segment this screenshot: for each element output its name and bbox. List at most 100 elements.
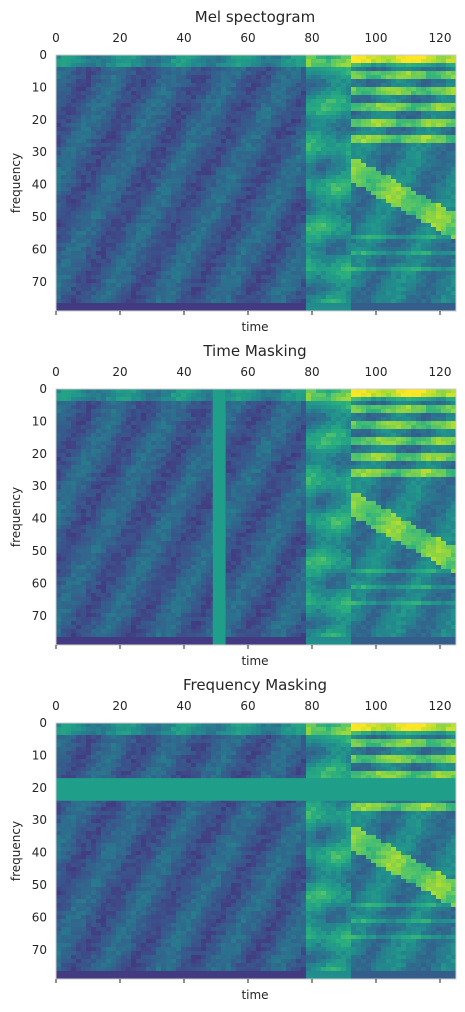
heatmap-cell: [406, 283, 412, 288]
heatmap-cell: [246, 119, 252, 124]
heatmap-cell: [111, 291, 117, 296]
heatmap-cell: [396, 83, 402, 88]
heatmap-cell: [136, 195, 142, 200]
heatmap-cell: [336, 283, 342, 288]
heatmap-cell: [186, 239, 192, 244]
heatmap-cell: [211, 171, 217, 176]
heatmap-cell: [76, 155, 82, 160]
heatmap-cell: [406, 83, 412, 88]
heatmap-cell: [61, 59, 67, 64]
heatmap-cell: [366, 99, 372, 104]
heatmap-cell: [111, 267, 117, 272]
heatmap-cell: [206, 231, 212, 236]
heatmap-cell: [96, 71, 102, 76]
heatmap-cell: [216, 99, 222, 104]
heatmap-cell: [286, 287, 292, 292]
heatmap-cell: [216, 259, 222, 264]
heatmap-cell: [331, 227, 337, 232]
heatmap-cell: [386, 163, 392, 168]
heatmap-cell: [136, 63, 142, 68]
heatmap-cell: [441, 247, 447, 252]
heatmap-cell: [296, 155, 302, 160]
heatmap-cell: [431, 243, 437, 248]
heatmap-cell: [56, 59, 62, 64]
heatmap-cell: [311, 259, 317, 264]
heatmap-cell: [221, 251, 227, 256]
heatmap-cell: [451, 83, 457, 88]
heatmap-cell: [441, 227, 447, 232]
heatmap-cell: [406, 247, 412, 252]
heatmap-cell: [331, 147, 337, 152]
heatmap-cell: [411, 183, 417, 188]
heatmap-cell: [146, 235, 152, 240]
heatmap-cell: [186, 215, 192, 220]
heatmap-cell: [146, 151, 152, 156]
heatmap-cell: [171, 279, 177, 284]
heatmap-cell: [321, 135, 327, 140]
heatmap-cell: [71, 163, 77, 168]
heatmap-cell: [356, 55, 362, 60]
heatmap-cell: [141, 91, 147, 96]
heatmap-cell: [366, 115, 372, 120]
heatmap-cell: [116, 107, 122, 112]
heatmap-cell: [396, 287, 402, 292]
heatmap-cell: [346, 223, 352, 228]
heatmap-cell: [351, 211, 357, 216]
heatmap-cell: [231, 255, 237, 260]
heatmap-cell: [361, 175, 367, 180]
heatmap-cell: [296, 203, 302, 208]
heatmap-cell: [56, 155, 62, 160]
heatmap-cell: [141, 219, 147, 224]
heatmap-cell: [226, 127, 232, 132]
heatmap-cell: [131, 131, 137, 136]
heatmap-cell: [166, 71, 172, 76]
heatmap-cell: [281, 291, 287, 296]
heatmap-cell: [56, 151, 62, 156]
heatmap-cell: [301, 71, 307, 76]
heatmap-cell: [61, 279, 67, 284]
heatmap-cell: [451, 87, 457, 92]
heatmap-cell: [361, 91, 367, 96]
heatmap-cell: [336, 95, 342, 100]
heatmap-cell: [176, 99, 182, 104]
heatmap-cell: [201, 235, 207, 240]
heatmap-cell: [106, 111, 112, 116]
heatmap-cell: [321, 207, 327, 212]
heatmap-cell: [426, 91, 432, 96]
heatmap-cell: [261, 79, 267, 84]
heatmap-cell: [191, 119, 197, 124]
heatmap-cell: [401, 211, 407, 216]
heatmap-cell: [241, 171, 247, 176]
heatmap-cell: [291, 83, 297, 88]
heatmap-cell: [236, 207, 242, 212]
heatmap-cell: [146, 131, 152, 136]
heatmap-cell: [271, 271, 277, 276]
heatmap-cell: [216, 103, 222, 108]
heatmap-cell: [161, 155, 167, 160]
heatmap-cell: [191, 215, 197, 220]
heatmap-cell: [131, 91, 137, 96]
heatmap-cell: [441, 135, 447, 140]
heatmap-cell: [246, 187, 252, 192]
heatmap-cell: [441, 191, 447, 196]
heatmap-cell: [66, 215, 72, 220]
heatmap-cell: [196, 103, 202, 108]
heatmap-cell: [256, 163, 262, 168]
heatmap-cell: [76, 243, 82, 248]
heatmap-cell: [361, 79, 367, 84]
heatmap-cell: [391, 223, 397, 228]
heatmap-cell: [431, 147, 437, 152]
heatmap-cell: [76, 187, 82, 192]
heatmap-cell: [156, 59, 162, 64]
heatmap-cell: [241, 135, 247, 140]
heatmap-cell: [161, 83, 167, 88]
heatmap-cell: [406, 215, 412, 220]
heatmap-cell: [306, 235, 312, 240]
heatmap-cell: [201, 299, 207, 304]
heatmap-cell: [346, 195, 352, 200]
heatmap-cell: [161, 283, 167, 288]
heatmap-cell: [66, 175, 72, 180]
heatmap-cell: [336, 139, 342, 144]
heatmap-cell: [231, 103, 237, 108]
heatmap-cell: [426, 251, 432, 256]
